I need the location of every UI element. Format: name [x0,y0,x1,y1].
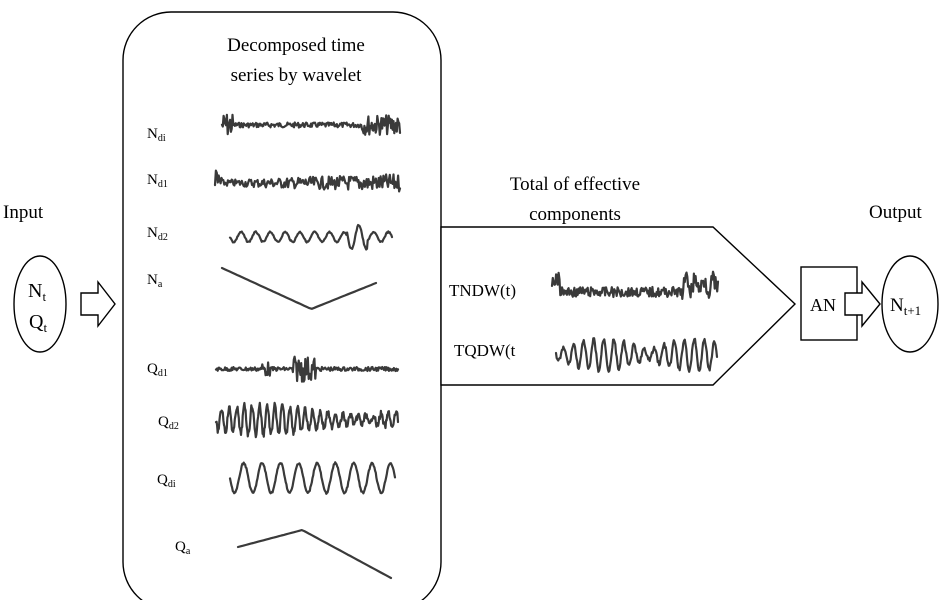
waveform-ndi [220,113,402,136]
component-label-qa: Qa [175,539,191,557]
waveform-na [220,266,378,310]
component-label-qd2: Qd2 [158,414,179,432]
tqdw-label: TQDW(t [454,341,516,360]
input-ellipse [13,255,67,353]
ann-label: AN [810,295,836,315]
component-label-na: Na [147,272,163,290]
waveform-qa [236,529,393,580]
component-label-qdi: Qdi [157,472,176,490]
waveform-nd1 [213,169,402,193]
input-node: Nt Qt [13,255,67,353]
waveform-tqdw [554,337,719,373]
output-node: Nt+1 [881,255,939,353]
component-label-qd1: Qd1 [147,361,168,379]
output-arrow [844,280,881,328]
tndw-label: TNDW(t) [449,281,516,300]
input-n-label: Nt [28,280,46,304]
decomposed-title-line1: Decomposed time [227,35,365,56]
component-label-nd2: Nd2 [147,225,168,243]
input-label: Input [3,202,44,223]
output-label: Output [869,202,923,223]
effective-title-line2: components [529,204,621,225]
waveform-nd2 [228,223,394,251]
waveform-qd1 [214,355,400,383]
output-ellipse [881,255,939,353]
waveform-qdi [228,461,397,495]
component-label-nd1: Nd1 [147,172,168,190]
waveform-tndw [550,270,720,300]
decomposed-title-line2: series by wavelet [231,65,363,86]
output-n-label: Nt+1 [890,295,921,318]
input-arrow [80,279,116,329]
effective-title-line1: Total of effective [510,174,640,195]
decomposed-container [122,11,442,600]
component-label-ndi: Ndi [147,126,166,144]
waveform-qd2 [214,401,400,439]
input-q-label: Qt [29,311,47,335]
